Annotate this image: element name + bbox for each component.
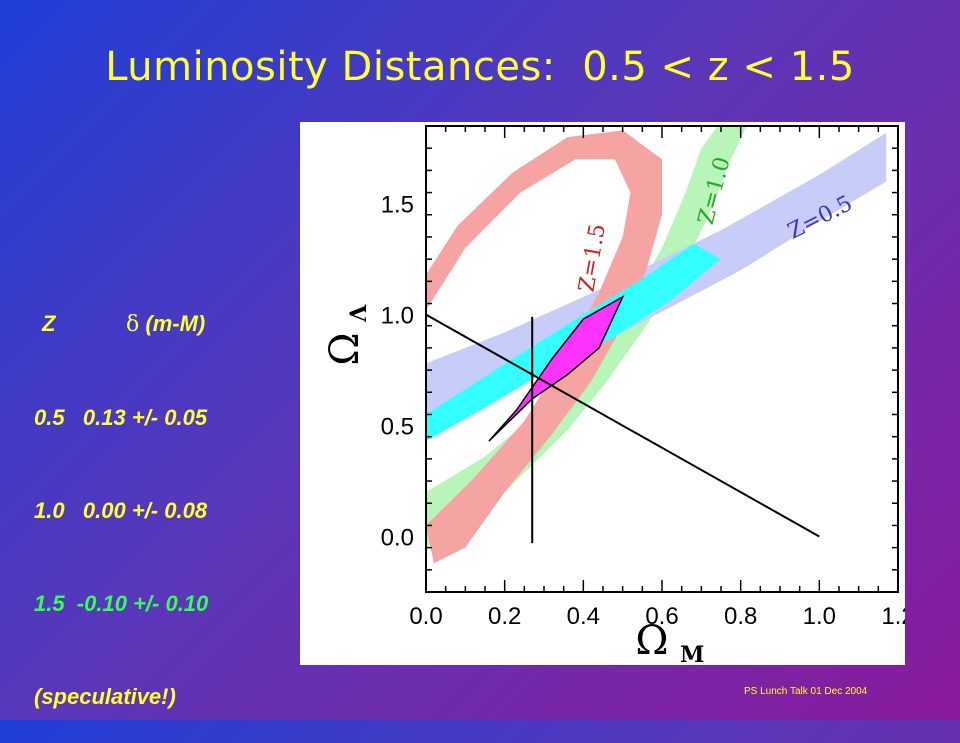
x-axis-label-subscript: M bbox=[680, 642, 704, 665]
y-axis-label-subscript: Λ bbox=[346, 304, 372, 323]
y-tick-label: 1.5 bbox=[381, 192, 414, 219]
x-tick-label: 0.8 bbox=[724, 603, 757, 630]
band-z-1-5 bbox=[426, 130, 662, 564]
header-z: Z bbox=[42, 311, 56, 336]
slide-title: Luminosity Distances: 0.5 < z < 1.5 bbox=[105, 44, 855, 90]
x-tick-label: 0.0 bbox=[409, 603, 442, 630]
plot-panel: 0.00.20.40.60.81.01.20.00.51.01.5ΩMΩΛZ=1… bbox=[300, 122, 905, 665]
x-tick-label: 0.4 bbox=[567, 603, 600, 630]
x-tick-label: 1.2 bbox=[881, 603, 905, 630]
overlap-magenta-region bbox=[488, 295, 625, 442]
x-tick-label: 1.0 bbox=[803, 603, 836, 630]
flat-universe-line bbox=[425, 313, 820, 538]
y-tick-label: 0.5 bbox=[381, 414, 414, 441]
x-tick-label: 0.2 bbox=[488, 603, 521, 630]
footer-text: PS Lunch Talk 01 Dec 2004 bbox=[744, 686, 868, 697]
y-tick-label: 1.0 bbox=[381, 303, 414, 330]
x-tick-label: 0.6 bbox=[645, 603, 678, 630]
header-delta-text: (m-M) bbox=[139, 311, 206, 336]
table-row: 1.0 0.00 +/- 0.08 bbox=[34, 498, 208, 523]
x-axis-label: Ω bbox=[635, 618, 668, 664]
constraint-plot: 0.00.20.40.60.81.01.20.00.51.01.5ΩMΩΛZ=1… bbox=[322, 125, 905, 665]
table-row: 0.5 0.13 +/- 0.05 bbox=[34, 405, 208, 430]
table-note: (speculative!) bbox=[34, 684, 176, 709]
y-axis-label: Ω bbox=[322, 332, 368, 365]
table-row: 1.5 -0.10 +/- 0.10 bbox=[34, 591, 209, 616]
delta-symbol: δ bbox=[126, 312, 140, 337]
y-axis-label-group: ΩΛ bbox=[322, 304, 372, 366]
y-tick-label: 0.0 bbox=[381, 525, 414, 552]
